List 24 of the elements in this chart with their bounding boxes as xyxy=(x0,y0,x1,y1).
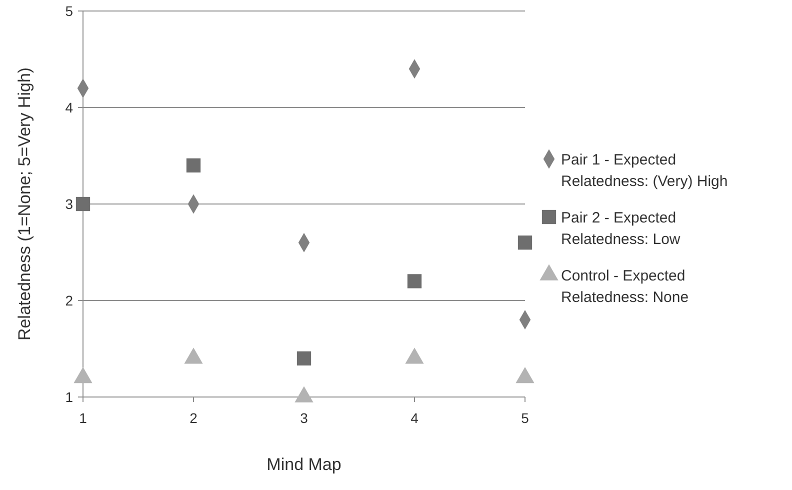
x-tick-label: 3 xyxy=(300,410,308,426)
y-tick-label: 1 xyxy=(65,388,74,405)
point xyxy=(294,386,314,402)
point xyxy=(518,236,532,250)
point xyxy=(76,196,90,212)
x-tick-label: 4 xyxy=(410,410,419,426)
y-tick-label: 2 xyxy=(65,292,74,308)
legend-label: Pair 1 - Expected Relatedness: (Very) High xyxy=(561,151,728,190)
point xyxy=(405,348,424,364)
y-tick-label: 4 xyxy=(65,99,74,116)
y-axis-title: Relatedness (1=None; 5=Very High) xyxy=(15,67,34,341)
legend-label: Control - Expected Relatedness: None xyxy=(561,267,689,306)
x-tick-label: 5 xyxy=(521,410,530,426)
y-tick-label: 5 xyxy=(65,2,74,19)
point xyxy=(184,348,203,364)
x-axis-title: Mind Map xyxy=(266,455,342,474)
point xyxy=(516,366,534,384)
x-tick-label: 2 xyxy=(190,410,198,426)
x-tick-label: 1 xyxy=(79,410,88,426)
y-tick-label: 3 xyxy=(65,196,74,212)
point xyxy=(186,158,201,172)
legend-label: Pair 2 - Expected Relatedness: Low xyxy=(561,209,680,248)
point xyxy=(74,366,92,384)
point xyxy=(407,274,422,288)
